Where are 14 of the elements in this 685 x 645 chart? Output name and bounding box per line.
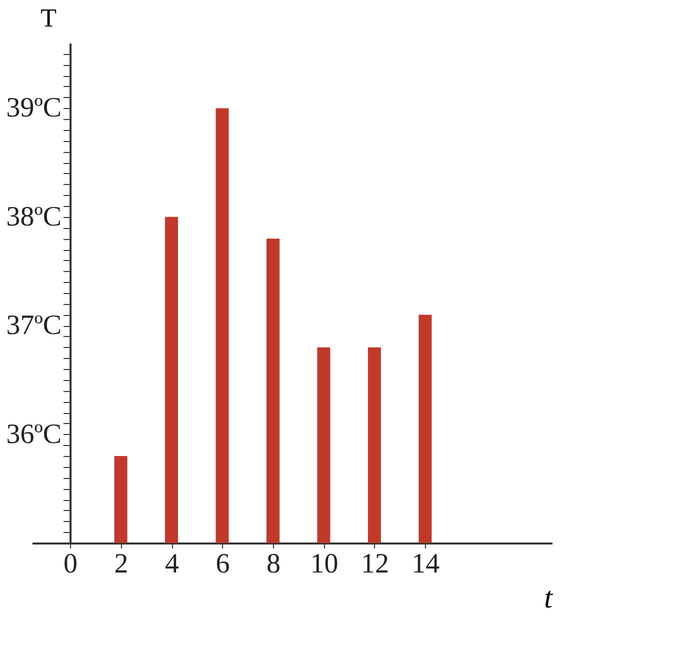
y-tick-label: 39ºC <box>6 92 62 124</box>
x-tick-label: 14 <box>412 548 440 580</box>
y-axis-title: T <box>40 4 57 32</box>
x-tick-label: 12 <box>360 548 389 580</box>
y-tick-label: 38ºC <box>6 201 62 232</box>
x-tick-label: 2 <box>114 548 128 580</box>
x-tick-label: 10 <box>310 548 338 580</box>
x-axis-title: t <box>544 582 554 614</box>
x-tick-label: 6 <box>216 548 230 580</box>
x-tick-label: 8 <box>266 548 280 580</box>
x-tick-label: 4 <box>165 548 180 580</box>
y-tick-label: 36ºC <box>6 418 62 450</box>
y-tick-label: 37ºC <box>6 310 62 342</box>
x-tick-label: 0 <box>64 548 78 580</box>
